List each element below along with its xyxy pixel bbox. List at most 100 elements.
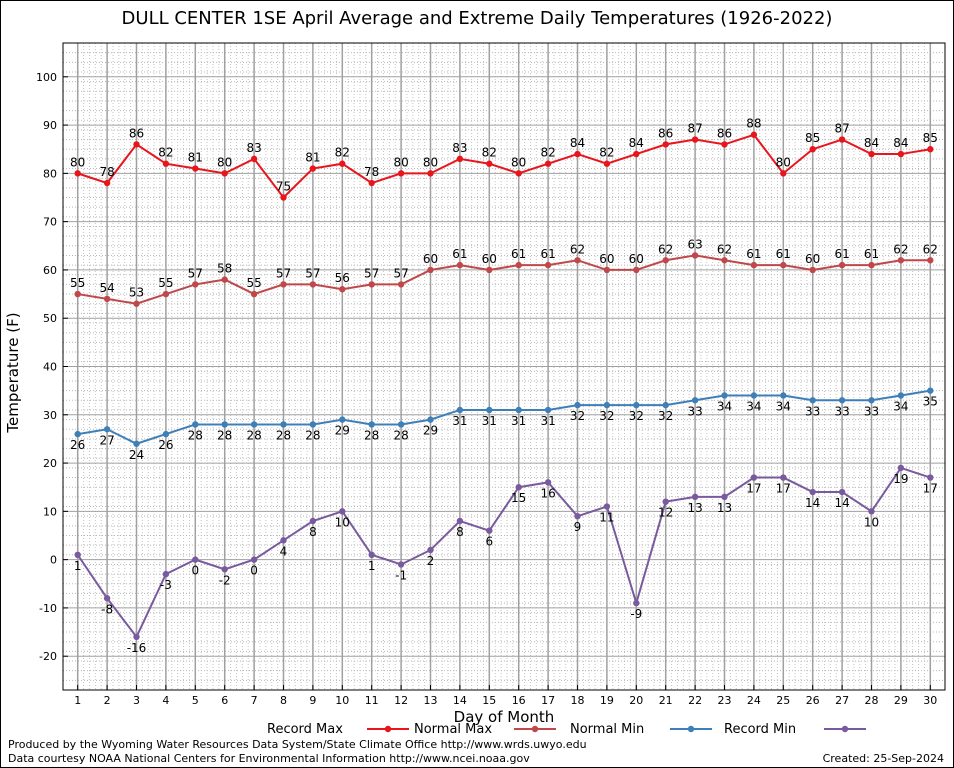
x-tick-label: 5 (192, 694, 199, 707)
record-max-data-label: 84 (629, 136, 644, 150)
normal-min-line (77, 389, 931, 445)
record-min-point (368, 551, 375, 559)
normal-min-data-label: 33 (805, 404, 820, 418)
record-max-point (515, 170, 522, 177)
record-max-point (133, 141, 140, 148)
y-tick-label: 0 (50, 554, 57, 567)
normal-max-point (927, 257, 934, 264)
record-min-data-label: 10 (864, 515, 879, 529)
record-max-data-label: 80 (70, 155, 85, 169)
normal-min-point (221, 421, 228, 428)
normal-min-data-label: 34 (893, 399, 908, 413)
normal-min-data-label: 28 (364, 428, 379, 442)
record-min-point (721, 493, 728, 501)
record-min-data-label: 1 (74, 559, 82, 573)
y-axis-label: Temperature (F) (4, 312, 22, 433)
x-tick-label: 20 (629, 694, 643, 707)
normal-min-data-label: 32 (658, 409, 673, 423)
normal-min-data-label: 34 (717, 399, 732, 413)
record-max-data-label: 84 (570, 136, 585, 150)
normal-min-point (280, 421, 287, 428)
y-tick-label: 10 (43, 505, 57, 518)
x-tick-label: 23 (718, 694, 732, 707)
normal-max-data-label: 53 (129, 286, 144, 300)
normal-min-point (192, 421, 199, 428)
normal-max-data-label: 57 (364, 266, 379, 280)
normal-min-data-label: 34 (776, 399, 791, 413)
normal-min-point (780, 392, 787, 399)
record-min-data-label: 17 (923, 482, 938, 496)
normal-max-data-label: 61 (834, 247, 849, 261)
normal-max-point (397, 281, 405, 288)
record-min-data-label: 16 (540, 486, 555, 500)
record-min-data-label: 17 (746, 482, 761, 496)
normal-min-point (427, 416, 434, 423)
record-max-data-label: 84 (864, 136, 879, 150)
legend-marker-record-max (384, 725, 392, 733)
normal-min-data-label: 31 (540, 414, 555, 428)
normal-max-point (868, 261, 875, 269)
record-min-line (76, 466, 931, 639)
normal-max-point (897, 257, 905, 264)
record-max-point (633, 150, 640, 158)
normal-min-point (662, 401, 669, 409)
record-min-data-label: 19 (893, 472, 908, 486)
record-max-point (868, 150, 875, 158)
x-tick-label: 18 (571, 694, 585, 707)
record-min-data-label: 15 (511, 491, 526, 505)
record-max-point (897, 150, 905, 158)
x-tick-label: 19 (600, 694, 614, 707)
record-max-data-label: 82 (540, 146, 555, 160)
normal-min-point (750, 392, 758, 399)
normal-min-point (603, 401, 611, 409)
normal-min-data-label: 28 (305, 428, 320, 442)
record-min-point (868, 508, 875, 515)
record-min-point (603, 503, 611, 510)
normal-min-data-label: 32 (570, 409, 585, 423)
normal-min-data-label: 31 (511, 414, 526, 428)
normal-max-line (77, 254, 931, 305)
normal-max-data-label: 55 (158, 276, 173, 290)
normal-min-data-label: 33 (687, 404, 702, 418)
normal-min-data-label: 33 (834, 404, 849, 418)
normal-min-data-label: 28 (246, 428, 261, 442)
record-min-point (456, 517, 464, 525)
record-max-data-label: 80 (393, 155, 408, 169)
record-min-data-label: 13 (717, 501, 732, 515)
record-max-data-label: 78 (364, 165, 379, 179)
x-tick-label: 6 (221, 694, 228, 707)
record-max-point (280, 194, 287, 201)
record-min-data-label: 6 (485, 535, 493, 549)
record-max-point (750, 131, 758, 138)
record-min-data-label: 4 (280, 544, 288, 558)
normal-max-point (544, 261, 552, 269)
normal-min-data-label: 32 (629, 409, 644, 423)
normal-min-data-label: 28 (276, 428, 291, 442)
record-max-data-label: 81 (188, 151, 203, 165)
x-tick-label: 22 (688, 694, 702, 707)
normal-max-data-label: 55 (246, 276, 261, 290)
y-tick-label: 80 (43, 167, 57, 180)
normal-max-data-label: 56 (335, 271, 350, 285)
x-tick-label: 17 (541, 694, 555, 707)
record-min-data-label: 17 (776, 482, 791, 496)
record-max-data-label: 87 (687, 122, 702, 136)
x-tick-label: 30 (923, 694, 937, 707)
record-min-data-label: -9 (630, 607, 642, 621)
record-max-point (721, 141, 728, 148)
x-tick-label: 3 (133, 694, 140, 707)
x-tick-label: 24 (747, 694, 761, 707)
normal-min-point (309, 421, 317, 428)
legend-label-normal-max: Normal Max (414, 722, 492, 737)
normal-max-point (280, 281, 287, 288)
record-max-point (662, 141, 669, 148)
chart-title: DULL CENTER 1SE April Average and Extrem… (121, 8, 833, 29)
normal-min-data-label: 28 (188, 428, 203, 442)
normal-max-data-label: 61 (864, 247, 879, 261)
record-min-data-label: 14 (834, 496, 849, 510)
record-max-point (221, 170, 228, 177)
normal-min-data-label: 24 (129, 448, 144, 462)
x-tick-label: 12 (394, 694, 408, 707)
normal-max-point (633, 266, 640, 274)
legend-marker-normal-max (531, 725, 539, 733)
